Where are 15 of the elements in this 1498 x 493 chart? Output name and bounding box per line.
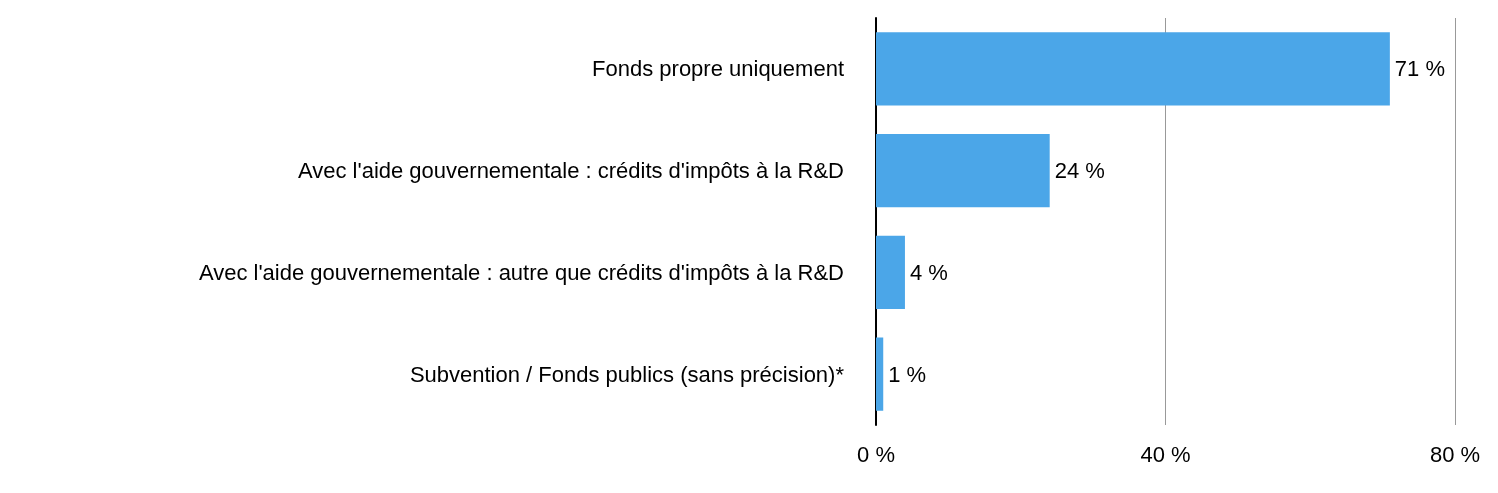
- x-tick-label: 40 %: [1140, 441, 1191, 467]
- y-tick-label: Subvention / Fonds publics (sans précision)*: [409, 361, 845, 387]
- y-tick-label: Avec l'aide gouvernementale : autre que crédits d'impôts à la R&D: [198, 259, 844, 285]
- y-tick-label: Fonds propre uniquement: [592, 56, 844, 82]
- x-tick-label: 0 %: [857, 441, 895, 467]
- data-label: 4 %: [909, 259, 948, 285]
- data-label: 24 %: [1054, 158, 1105, 184]
- bar: [876, 337, 884, 411]
- bar: [876, 32, 1390, 106]
- x-tick-label: 80 %: [1429, 441, 1481, 467]
- data-label: 71 %: [1394, 56, 1446, 82]
- data-label: 1 %: [888, 361, 927, 387]
- bar: [876, 134, 1050, 208]
- y-tick-label: Avec l'aide gouvernementale : crédits d'impôts à la R&D: [297, 158, 844, 184]
- bar: [876, 235, 905, 310]
